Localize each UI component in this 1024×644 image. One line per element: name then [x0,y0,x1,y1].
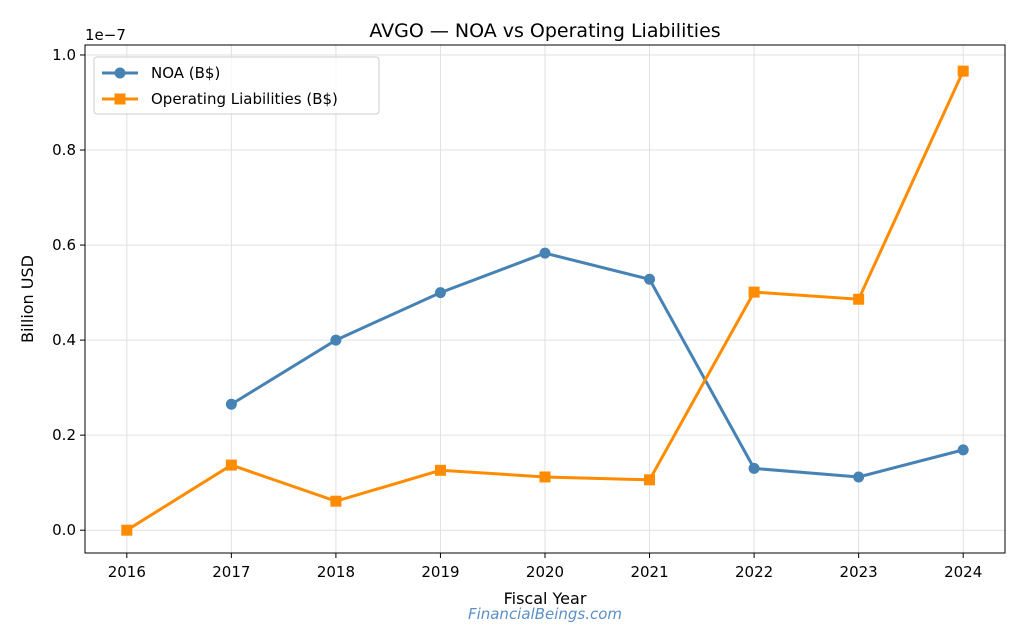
y-offset-label: 1e−7 [85,26,126,44]
data-point [644,474,656,486]
data-point [539,247,551,259]
legend-marker [114,67,126,79]
legend-box [93,56,380,115]
data-point [434,464,446,476]
data-point [539,471,551,483]
data-point [853,471,865,483]
x-tick-label: 2022 [735,563,773,581]
x-tick-label: 2023 [840,563,878,581]
y-tick-label: 1.0 [52,46,76,64]
series-line-0 [230,251,964,479]
x-tick-label: 2019 [421,563,459,581]
data-point [748,462,760,474]
chart-title: AVGO — NOA vs Operating Liabilities [369,20,720,42]
plot-frame [84,44,1006,554]
x-tick-label: 2020 [526,563,564,581]
data-point [434,287,446,299]
x-tick-label: 2024 [944,563,982,581]
y-axis-label: Billion USD [18,255,37,343]
legend-marker [114,93,126,105]
legend-label: NOA (B$) [151,64,220,82]
y-tick-label: 0.2 [52,426,76,444]
data-point [748,286,760,298]
data-point [853,293,865,305]
data-point [121,524,133,536]
y-tick-label: 0.6 [52,236,76,254]
y-tick-label: 0.4 [52,331,76,349]
x-axis-label: Fiscal Year [504,589,587,608]
x-tick-label: 2017 [212,563,250,581]
data-point [957,444,969,456]
data-point [330,334,342,346]
data-point [330,495,342,507]
x-tick-label: 2016 [108,563,146,581]
x-tick-label: 2018 [317,563,355,581]
data-point [225,459,237,471]
y-tick-label: 0.8 [52,141,76,159]
legend-label: Operating Liabilities (B$) [151,90,338,108]
y-tick-label: 0.0 [52,521,76,539]
legend: NOA (B$) Operating Liabilities (B$) [93,56,380,115]
x-tick-label: 2021 [630,563,668,581]
data-point [644,273,656,285]
data-point [957,65,969,77]
watermark: FinancialBeings.com [468,605,622,623]
data-point [225,398,237,410]
